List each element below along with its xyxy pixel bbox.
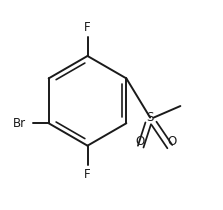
Text: O: O — [135, 135, 144, 148]
Text: F: F — [84, 168, 91, 181]
Text: Br: Br — [12, 117, 26, 130]
Text: S: S — [147, 111, 154, 124]
Text: F: F — [84, 21, 91, 34]
Text: O: O — [167, 135, 177, 148]
